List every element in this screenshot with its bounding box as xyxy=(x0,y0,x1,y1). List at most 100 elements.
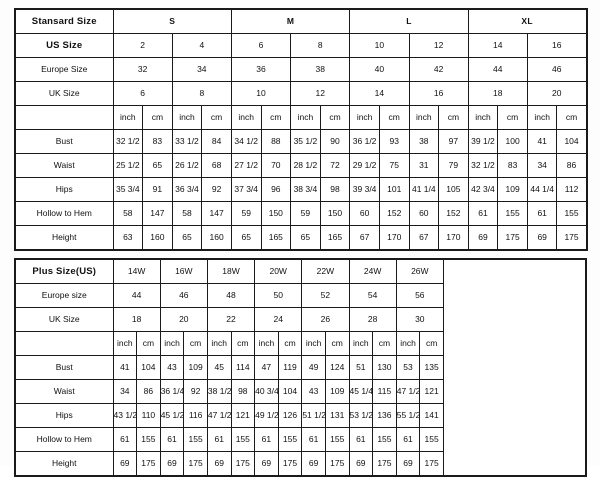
uk-size-value: 6 xyxy=(112,81,173,106)
measurement-inch: 61 xyxy=(206,427,232,452)
measurement-cm: 100 xyxy=(497,129,528,154)
measurement-label: Waist xyxy=(14,379,114,404)
measurement-inch: 45 1/2 xyxy=(159,403,185,428)
measurement-cm: 70 xyxy=(260,153,292,178)
measurement-inch: 69 xyxy=(526,225,558,251)
measurement-cm: 170 xyxy=(438,225,469,251)
row-label-uk-size: UK Size xyxy=(14,81,114,106)
plus-size-chart: Plus Size(US) 14W 16W 18W 20W 22W 24W 26… xyxy=(14,258,588,477)
size-chart-page: Stansard Size S M L XL US Size 2 4 6 8 1… xyxy=(14,8,588,477)
measurement-cm: 96 xyxy=(260,177,292,202)
measurement-cm: 152 xyxy=(378,201,410,226)
measurement-cm: 175 xyxy=(183,451,208,477)
measurement-cm: 84 xyxy=(201,129,232,154)
measurement-cm: 155 xyxy=(497,201,528,226)
measurement-cm: 136 xyxy=(372,403,397,428)
measurement-cm: 83 xyxy=(142,129,173,154)
europe-size-value: 46 xyxy=(159,283,208,308)
measurement-inch: 47 1/2 xyxy=(395,379,421,404)
unit-inch: inch xyxy=(467,105,499,130)
measurement-inch: 29 1/2 xyxy=(349,153,380,178)
europe-size-value: 32 xyxy=(112,57,173,82)
measurement-inch: 34 xyxy=(526,153,558,178)
measurement-inch: 39 1/2 xyxy=(467,129,499,154)
measurement-cm: 114 xyxy=(230,355,256,380)
measurement-inch: 61 xyxy=(112,427,138,452)
table-row: Bust 32 1/2 83 33 1/2 84 34 1/2 88 35 1/… xyxy=(14,129,588,154)
uk-size-value: 30 xyxy=(395,307,444,332)
row-label-uk-size: UK Size xyxy=(14,307,114,332)
europe-size-value: 48 xyxy=(206,283,256,308)
measurement-cm: 175 xyxy=(497,225,528,251)
measurement-inch: 36 1/2 xyxy=(349,129,380,154)
europe-size-value: 56 xyxy=(395,283,444,308)
measurement-inch: 53 xyxy=(395,355,421,380)
us-size-value: 6 xyxy=(230,33,292,58)
unit-cm: cm xyxy=(201,105,232,130)
measurement-cm: 155 xyxy=(277,427,303,452)
measurement-inch: 69 xyxy=(348,451,374,477)
measurement-cm: 155 xyxy=(136,427,161,452)
group-header-xl: XL xyxy=(467,8,588,34)
unit-inch: inch xyxy=(349,105,380,130)
europe-size-value: 46 xyxy=(526,57,588,82)
measurement-inch: 34 xyxy=(112,379,138,404)
plus-table-body: Plus Size(US) 14W 16W 18W 20W 22W 24W 26… xyxy=(14,258,587,477)
us-size-value: 2 xyxy=(112,33,173,58)
measurement-cm: 175 xyxy=(372,451,397,477)
uk-size-value: 26 xyxy=(301,307,350,332)
unit-inch: inch xyxy=(112,105,144,130)
uk-size-value: 20 xyxy=(526,81,588,106)
measurement-inch: 63 xyxy=(112,225,144,251)
measurement-cm: 160 xyxy=(142,225,173,251)
measurement-inch: 27 1/2 xyxy=(230,153,262,178)
measurement-inch: 59 xyxy=(290,201,321,226)
measurement-inch: 61 xyxy=(348,427,374,452)
us-size-value: 14 xyxy=(467,33,528,58)
standard-size-chart: Stansard Size S M L XL US Size 2 4 6 8 1… xyxy=(14,8,588,251)
measurement-cm: 155 xyxy=(230,427,256,452)
measurement-label: Hollow to Hem xyxy=(14,201,114,226)
measurement-inch: 38 3/4 xyxy=(290,177,321,202)
unit-cm: cm xyxy=(324,331,350,356)
measurement-label: Bust xyxy=(14,355,114,380)
measurement-cm: 147 xyxy=(201,201,232,226)
measurement-cm: 175 xyxy=(556,225,588,251)
measurement-cm: 126 xyxy=(277,403,303,428)
europe-size-value: 42 xyxy=(408,57,469,82)
table-row-standard-header: Stansard Size S M L XL xyxy=(14,8,588,34)
measurement-cm: 115 xyxy=(372,379,397,404)
measurement-inch: 47 1/2 xyxy=(206,403,232,428)
measurement-cm: 86 xyxy=(556,153,588,178)
measurement-cm: 152 xyxy=(438,201,469,226)
measurement-inch: 51 xyxy=(348,355,374,380)
measurement-inch: 59 xyxy=(230,201,262,226)
europe-size-value: 54 xyxy=(348,283,397,308)
measurement-cm: 104 xyxy=(136,355,161,380)
measurement-inch: 58 xyxy=(112,201,144,226)
measurement-cm: 75 xyxy=(378,153,410,178)
measurement-inch: 61 xyxy=(254,427,279,452)
table-row: Height 63 160 65 160 65 165 65 165 67 17… xyxy=(14,225,588,251)
plus-size-value: 16W xyxy=(159,258,208,284)
table-row-us-size: US Size 2 4 6 8 10 12 14 16 xyxy=(14,33,588,58)
us-size-value: 4 xyxy=(171,33,232,58)
unit-inch: inch xyxy=(395,331,421,356)
europe-size-value: 52 xyxy=(301,283,350,308)
measurement-inch: 35 1/2 xyxy=(290,129,321,154)
measurement-inch: 32 1/2 xyxy=(467,153,499,178)
table-row: Hollow to Hem 61 155 61 155 61 155 61 15… xyxy=(14,427,586,452)
measurement-cm: 83 xyxy=(497,153,528,178)
measurement-cm: 135 xyxy=(419,355,444,380)
measurement-inch: 49 xyxy=(301,355,326,380)
measurement-cm: 155 xyxy=(183,427,208,452)
measurement-inch: 47 xyxy=(254,355,279,380)
unit-inch: inch xyxy=(526,105,558,130)
measurement-inch: 44 1/4 xyxy=(526,177,558,202)
measurement-inch: 43 1/2 xyxy=(112,403,138,428)
europe-size-value: 34 xyxy=(171,57,232,82)
row-label-europe-size: Europe size xyxy=(14,283,114,308)
measurement-label: Hips xyxy=(14,403,114,428)
unit-inch: inch xyxy=(290,105,321,130)
europe-size-value: 50 xyxy=(254,283,303,308)
